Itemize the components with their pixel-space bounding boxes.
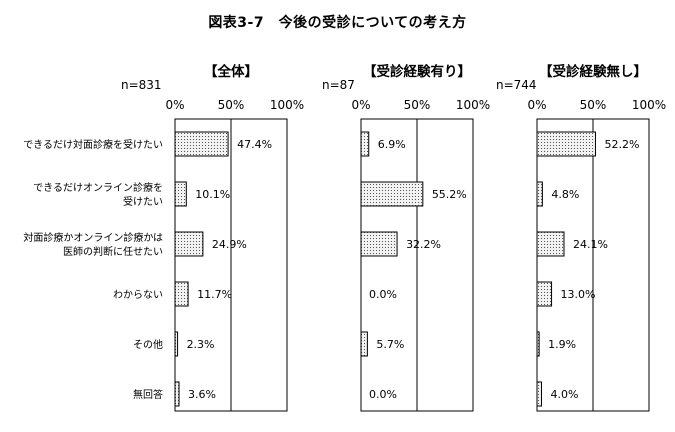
bar	[360, 131, 370, 157]
data-label: 0.0%	[369, 288, 397, 301]
bar	[536, 281, 553, 307]
bar	[536, 381, 542, 407]
bar	[536, 231, 565, 257]
x-tick-label: 0%	[351, 98, 370, 112]
panel-title: 【全体】	[204, 63, 258, 80]
data-label: 1.9%	[548, 338, 576, 351]
category-label: 対面診療かオンライン診療かは	[23, 231, 163, 244]
data-label: 55.2%	[432, 188, 467, 201]
category-label: できるだけオンライン診療を	[33, 181, 163, 194]
sample-size-label: n=831	[121, 78, 162, 92]
data-label: 4.0%	[550, 388, 578, 401]
bar	[174, 281, 189, 307]
data-label: 47.4%	[237, 138, 272, 151]
data-label: 13.0%	[561, 288, 596, 301]
category-label: その他	[133, 338, 163, 351]
x-tick-label: 0%	[527, 98, 546, 112]
bar	[174, 181, 187, 207]
category-label: できるだけ対面診療を受けたい	[23, 138, 163, 151]
x-tick-label: 50%	[218, 98, 245, 112]
bar	[536, 131, 596, 157]
data-label: 2.3%	[187, 338, 215, 351]
data-label: 52.2%	[604, 138, 639, 151]
category-label: 医師の判断に任せたい	[63, 245, 163, 258]
sample-size-label: n=87	[322, 78, 355, 92]
bar	[536, 331, 540, 357]
category-label: 無回答	[133, 388, 163, 401]
x-tick-label: 0%	[165, 98, 184, 112]
bar	[536, 181, 543, 207]
data-label: 4.8%	[551, 188, 579, 201]
data-label: 5.7%	[376, 338, 404, 351]
bar	[360, 231, 398, 257]
panel-title: 【受診経験有り】	[363, 63, 471, 80]
category-label: 受けたい	[123, 196, 163, 208]
figure-title: 図表3-7 今後の受診についての考え方	[208, 15, 467, 31]
panel-title: 【受診経験無し】	[539, 63, 647, 80]
data-label: 10.1%	[195, 188, 230, 201]
bar	[174, 131, 229, 157]
bar	[360, 181, 424, 207]
data-label: 11.7%	[197, 288, 232, 301]
data-label: 6.9%	[378, 138, 406, 151]
data-label: 0.0%	[369, 388, 397, 401]
sample-size-label: n=744	[496, 78, 537, 92]
bar	[360, 331, 368, 357]
x-tick-label: 100%	[270, 98, 304, 112]
data-label: 24.9%	[212, 238, 247, 251]
data-label: 32.2%	[406, 238, 441, 251]
data-label: 24.1%	[573, 238, 608, 251]
x-tick-label: 100%	[632, 98, 666, 112]
bar	[174, 231, 204, 257]
bar	[174, 381, 180, 407]
x-tick-label: 50%	[580, 98, 607, 112]
data-label: 3.6%	[188, 388, 216, 401]
category-label: わからない	[113, 289, 163, 301]
x-tick-label: 100%	[456, 98, 490, 112]
bar	[174, 331, 179, 357]
x-tick-label: 50%	[404, 98, 431, 112]
